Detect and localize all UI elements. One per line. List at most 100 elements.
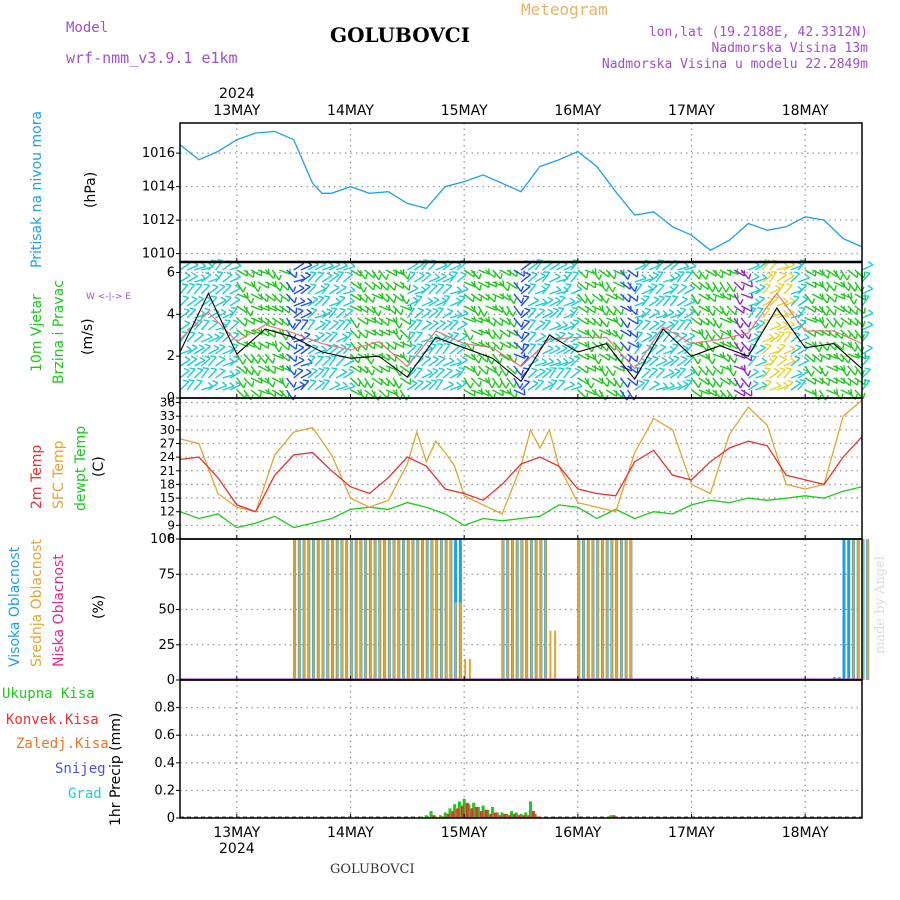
wind-barb [392, 293, 404, 302]
cloud-bar [393, 539, 396, 680]
wind-barb-flag [711, 334, 716, 341]
wind-barb [627, 269, 638, 278]
wind-barb [783, 324, 796, 331]
wind-barb [499, 317, 511, 326]
wind-barb [343, 300, 355, 307]
model-name: wrf-nmm_v3.9.1 e1km [66, 49, 238, 67]
wind-barb-flag [425, 271, 432, 276]
cloud-bar [577, 539, 580, 680]
wind-barb [605, 365, 614, 377]
wind-barb-flag [233, 331, 240, 335]
wind-barb-flag [331, 367, 338, 370]
wind-barb-flag [712, 381, 716, 388]
wind-barb-flag [225, 295, 232, 299]
wind-barb-flag [246, 292, 249, 299]
wind-barb [300, 333, 311, 343]
wind-barb-flag [795, 344, 802, 349]
wind-barb [591, 317, 602, 327]
cloud-bar [516, 539, 519, 680]
wind-barb-flag [297, 307, 304, 312]
wind-barb [350, 389, 362, 396]
wind-barb [243, 377, 253, 388]
wind-barb-flag [196, 379, 203, 382]
y-tick-label: 1016 [142, 146, 175, 161]
wind-barb [478, 329, 490, 335]
wind-barb-flag [627, 381, 631, 388]
wind-barb [193, 334, 205, 343]
wind-barb-flag [192, 272, 198, 277]
x-day-label-bottom: 17MAY [668, 825, 715, 841]
wind-barb [790, 382, 802, 391]
wind-barb [186, 298, 198, 307]
wind-barb [321, 310, 333, 319]
wind-barb [272, 377, 284, 385]
wind-barb [712, 389, 722, 399]
wind-barb [484, 341, 495, 352]
wind-barb-flag [478, 380, 482, 387]
wind-barb [421, 337, 434, 343]
wind-barb-flag [292, 286, 297, 293]
wind-barb [748, 264, 760, 271]
wind-barb [605, 305, 615, 316]
wind-barb [577, 281, 588, 291]
wind-barb-flag [416, 295, 422, 298]
wind-barb-flag [646, 344, 653, 349]
wind-barb [726, 281, 735, 293]
x-year-bottom: 2024 [219, 841, 255, 857]
wind-barb-flag [524, 307, 531, 311]
wind-barb [854, 281, 863, 293]
wind-barb-flag [188, 379, 195, 382]
wind-barb [371, 389, 379, 401]
wind-barb-flag [244, 320, 248, 327]
cloud-bar [866, 539, 869, 680]
wind-barb [854, 365, 863, 376]
wind-barb-flag [781, 356, 787, 360]
wind-barb-flag [750, 355, 757, 358]
wind-barb-flag [750, 343, 757, 346]
wind-barb [549, 347, 561, 355]
wind-barb [769, 271, 778, 283]
wind-barb [811, 365, 822, 375]
wind-barb-flag [455, 297, 462, 302]
wind-barb [541, 369, 552, 379]
wind-barb [797, 277, 810, 283]
cloud-bar [625, 539, 628, 680]
wind-barb [556, 361, 569, 367]
cloud-bar [350, 539, 353, 680]
wind-barb [463, 317, 476, 323]
wind-barb-flag [522, 295, 530, 298]
wind-barb [648, 332, 658, 343]
wind-barb-flag [400, 308, 404, 315]
wind-barb [485, 293, 496, 303]
wind-barb [399, 377, 411, 385]
wind-barb-flag [704, 334, 709, 341]
wind-barb-flag [761, 357, 767, 362]
precip-bar [479, 811, 483, 818]
wind-barb-flag [657, 259, 664, 262]
wind-barb [193, 265, 206, 271]
wind-barb [584, 317, 596, 326]
wind-barb-flag [461, 332, 468, 337]
wind-barb-flag [862, 320, 866, 327]
wind-barb [783, 381, 794, 391]
wind-barb-flag [318, 331, 325, 336]
wind-barb-flag [456, 309, 462, 315]
wind-barb-flag [559, 331, 566, 335]
wind-barb [861, 295, 870, 307]
wind-barb [662, 296, 672, 307]
wind-barb-flag [447, 332, 454, 337]
wind-barb [620, 305, 632, 313]
wind-barb [506, 329, 518, 337]
wind-barb-flag [643, 295, 650, 298]
wind-barb-flag [780, 271, 787, 276]
wind-barb-flag [325, 331, 332, 336]
wind-barb-flag [334, 381, 341, 386]
wind-barb [705, 389, 717, 397]
wind-barb-flag [232, 319, 239, 323]
wind-barb-flag [272, 381, 276, 388]
wind-barb [676, 347, 689, 355]
y-tick-label: 50 [158, 603, 175, 618]
wind-barb [442, 360, 455, 367]
wind-barb [229, 287, 241, 295]
wind-barb [534, 361, 547, 367]
